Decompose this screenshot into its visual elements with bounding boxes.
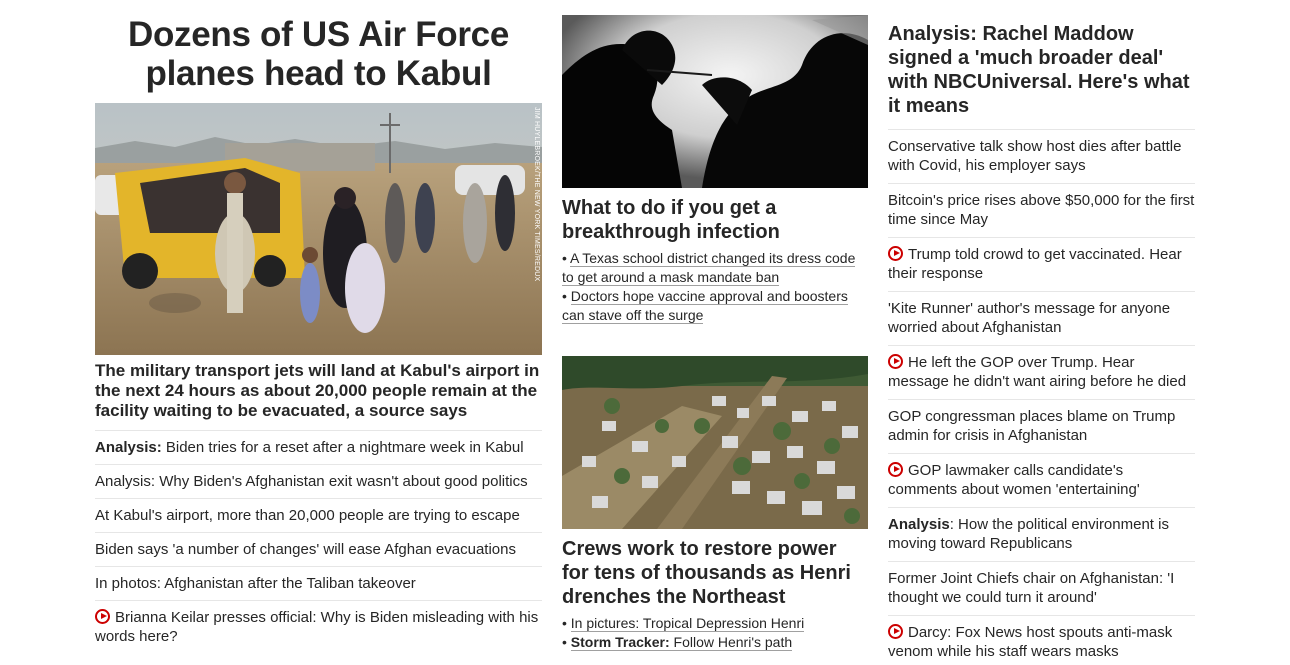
list-item[interactable]: Former Joint Chiefs chair on Afghanistan… xyxy=(888,562,1195,616)
kabul-street-photo xyxy=(95,103,542,355)
left-column: Dozens of US Air Force planes head to Ka… xyxy=(95,0,542,653)
right-headline[interactable]: Analysis: Rachel Maddow signed a 'much b… xyxy=(888,22,1195,130)
list-item[interactable]: Analysis: Why Biden's Afghanistan exit w… xyxy=(95,465,542,499)
list-item[interactable]: He left the GOP over Trump. Hear message… xyxy=(888,346,1195,400)
kabul-hero-image[interactable]: JIM HUYLEBROEK/THE NEW YORK TIMES/REDUX xyxy=(95,103,542,355)
list-item[interactable]: 'Kite Runner' author's message for anyon… xyxy=(888,292,1195,346)
card-bullets: • In pictures: Tropical Depression Henri… xyxy=(562,614,868,652)
list-item[interactable]: At Kabul's airport, more than 20,000 peo… xyxy=(95,499,542,533)
list-item[interactable]: In photos: Afghanistan after the Taliban… xyxy=(95,567,542,601)
list-item[interactable]: Darcy: Fox News host spouts anti-mask ve… xyxy=(888,616,1195,665)
right-column: Analysis: Rachel Maddow signed a 'much b… xyxy=(888,0,1195,665)
card-bullets: • A Texas school district changed its dr… xyxy=(562,249,868,325)
bullet-link[interactable]: • A Texas school district changed its dr… xyxy=(562,249,868,287)
list-item[interactable]: Analysis: Biden tries for a reset after … xyxy=(95,431,542,465)
video-play-icon xyxy=(888,246,903,261)
card-headline[interactable]: Crews work to restore power for tens of … xyxy=(562,537,868,609)
lead-headline[interactable]: Dozens of US Air Force planes head to Ka… xyxy=(95,15,542,93)
bullet-link[interactable]: • Storm Tracker: Follow Henri's path xyxy=(562,633,868,652)
list-item[interactable]: Conservative talk show host dies after b… xyxy=(888,130,1195,184)
right-headline-list: Conservative talk show host dies after b… xyxy=(888,130,1195,665)
video-play-icon xyxy=(95,609,110,624)
list-item[interactable]: GOP lawmaker calls candidate's comments … xyxy=(888,454,1195,508)
list-item[interactable]: Trump told crowd to get vaccinated. Hear… xyxy=(888,238,1195,292)
left-headline-list: Analysis: Biden tries for a reset after … xyxy=(95,431,542,653)
lead-summary[interactable]: The military transport jets will land at… xyxy=(95,361,542,431)
covid-test-photo xyxy=(562,15,868,188)
video-play-icon xyxy=(888,462,903,477)
list-item[interactable]: Analysis: How the political environment … xyxy=(888,508,1195,562)
list-item[interactable]: Bitcoin's price rises above $50,000 for … xyxy=(888,184,1195,238)
bullet-link[interactable]: • In pictures: Tropical Depression Henri xyxy=(562,614,868,633)
flood-image[interactable] xyxy=(562,356,868,529)
list-item[interactable]: Biden says 'a number of changes' will ea… xyxy=(95,533,542,567)
list-item[interactable]: Brianna Keilar presses official: Why is … xyxy=(95,601,542,653)
covid-test-image[interactable] xyxy=(562,15,868,188)
list-item[interactable]: GOP congressman places blame on Trump ad… xyxy=(888,400,1195,454)
middle-column: What to do if you get a breakthrough inf… xyxy=(562,0,868,652)
video-play-icon xyxy=(888,354,903,369)
bullet-link[interactable]: • Doctors hope vaccine approval and boos… xyxy=(562,287,868,325)
flooded-town-photo xyxy=(562,356,868,529)
photo-credit: JIM HUYLEBROEK/THE NEW YORK TIMES/REDUX xyxy=(533,107,540,281)
video-play-icon xyxy=(888,624,903,639)
card-headline[interactable]: What to do if you get a breakthrough inf… xyxy=(562,196,868,244)
